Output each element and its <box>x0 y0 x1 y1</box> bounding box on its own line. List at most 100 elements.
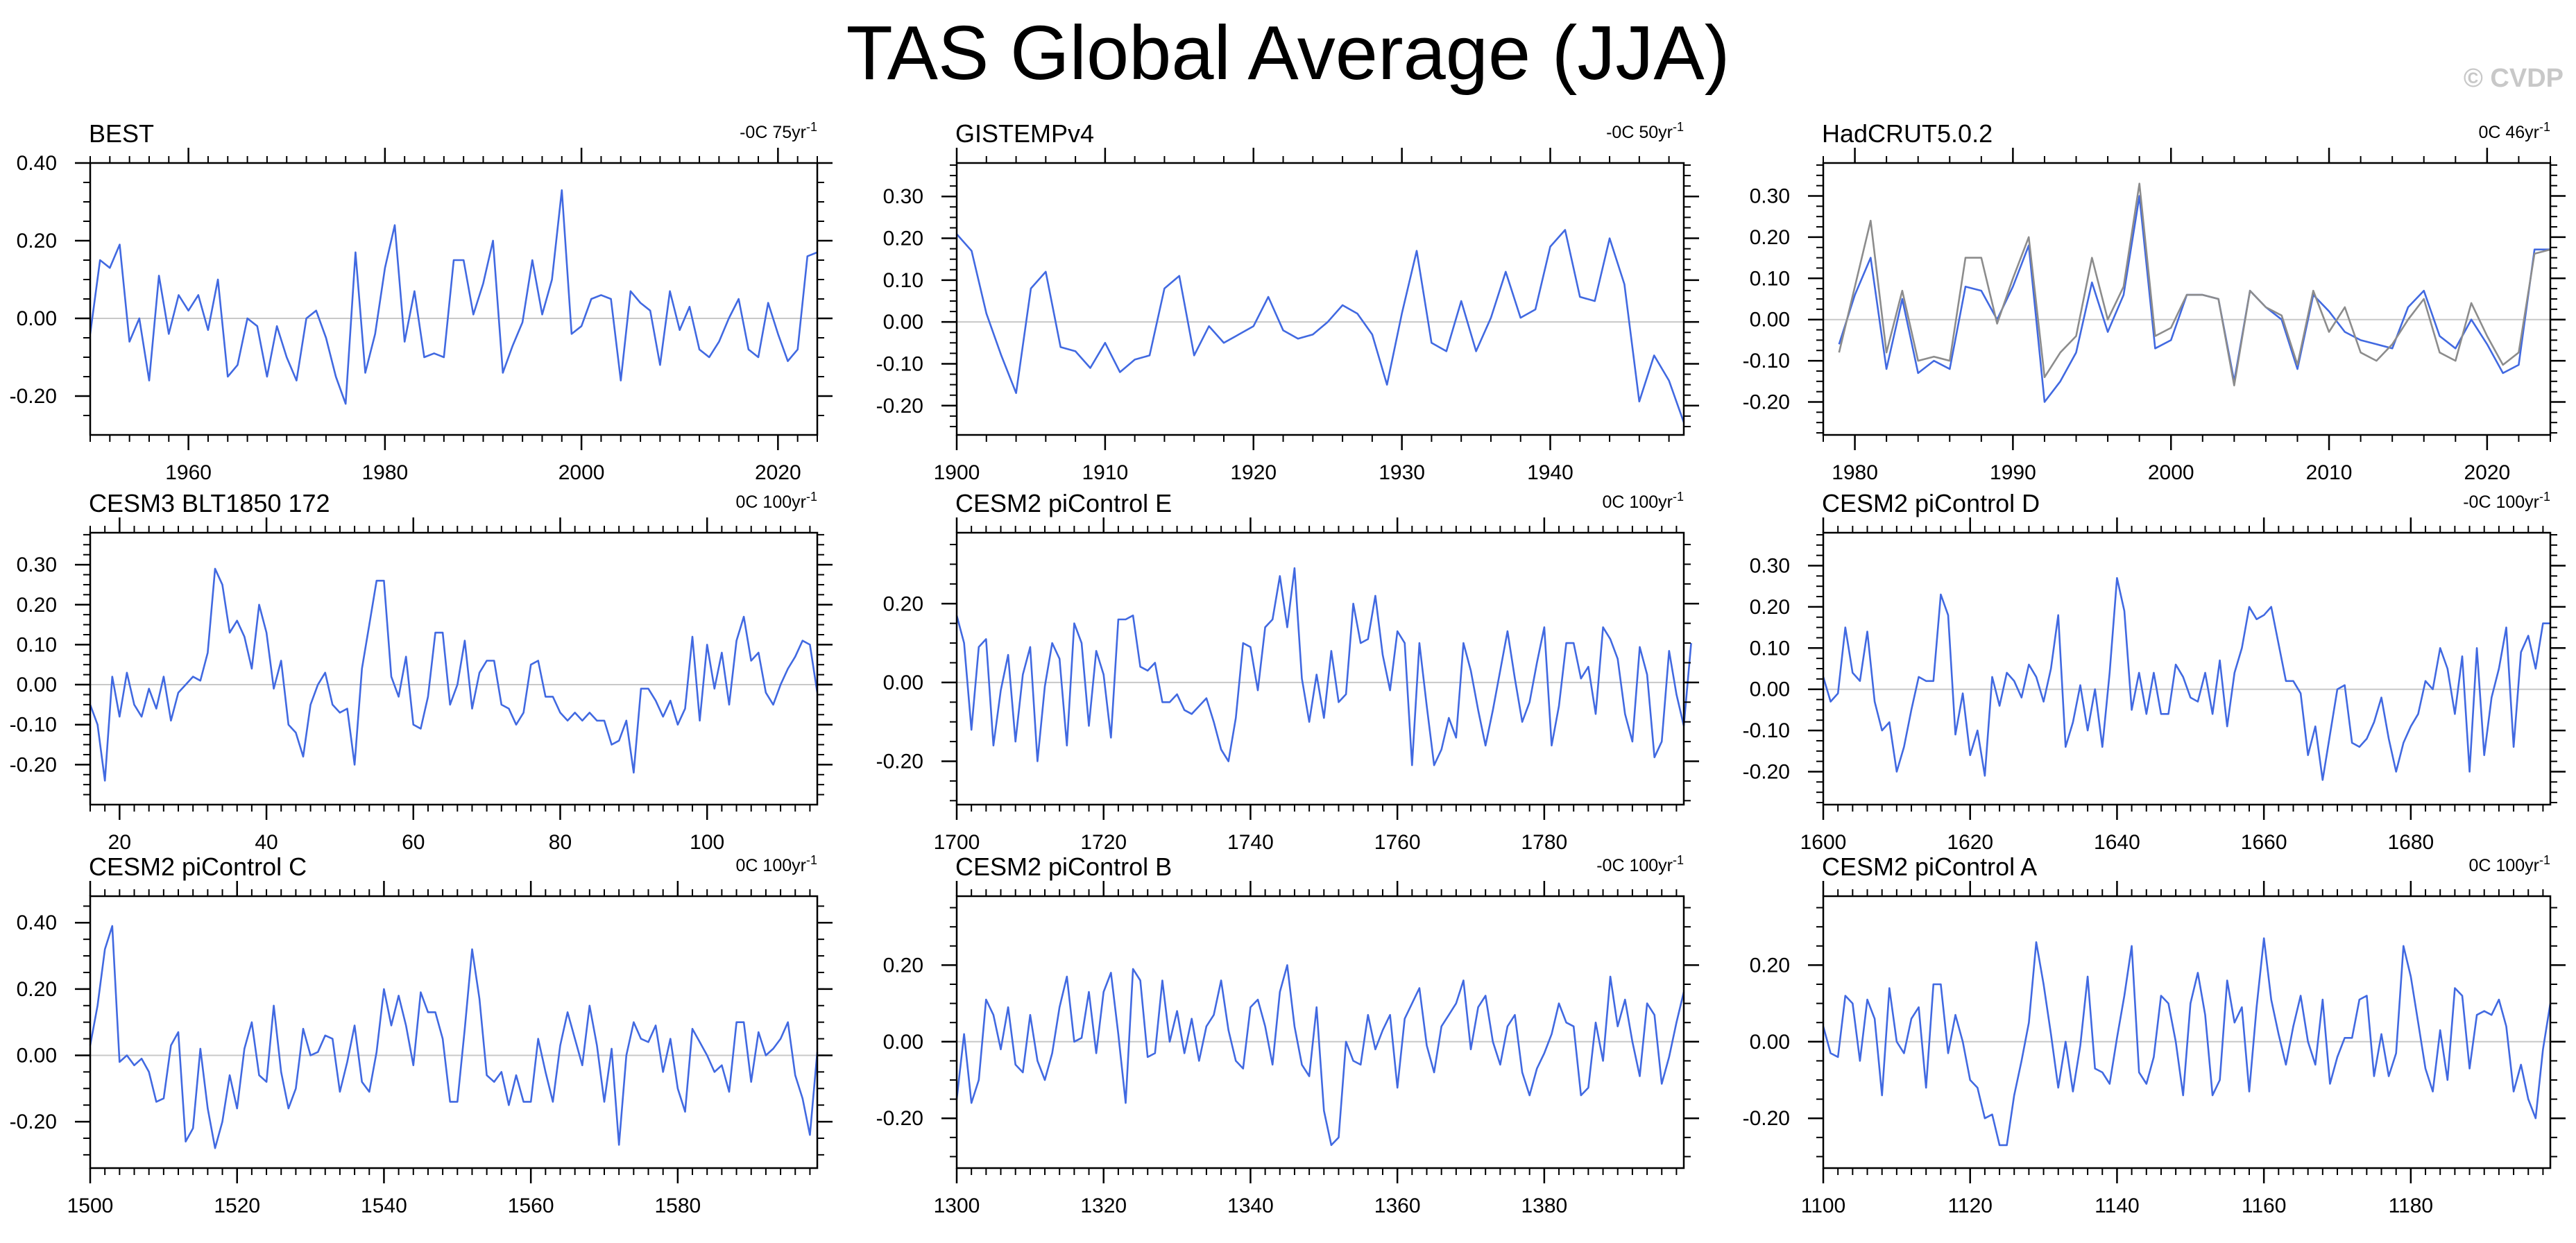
trend-label: 0C 100yr-1 <box>2469 853 2550 875</box>
x-tick-label: 80 <box>549 831 572 854</box>
y-tick-label: -0.10 <box>10 714 57 737</box>
y-tick-label: 0.20 <box>17 230 57 252</box>
x-tick-label: 1520 <box>214 1194 260 1217</box>
trend-label: -0C 100yr-1 <box>2463 490 2550 512</box>
plot-frame <box>1822 162 2552 436</box>
y-tick-label: -0.20 <box>10 385 57 408</box>
y-tick-label: -0.20 <box>10 1111 57 1133</box>
x-tick-label: 1540 <box>361 1194 407 1217</box>
copyright-watermark: © CVDP <box>2463 64 2564 93</box>
x-tick-label: 1100 <box>1801 1194 1846 1217</box>
page-title: TAS Global Average (JJA) <box>846 10 1730 96</box>
x-tick-label: 1660 <box>2241 831 2287 854</box>
chart-panel: 1980 1990 2000 2010 2020 -0.20 -0.10 0.00 0.10 0.… <box>1743 119 2566 484</box>
x-tick-label: 1340 <box>1227 1194 1274 1217</box>
x-tick-label: 1700 <box>934 831 980 854</box>
y-tick-label: 0.30 <box>1750 185 1790 208</box>
x-tick-label: 1990 <box>1990 461 2036 484</box>
x-tick-label: 1320 <box>1080 1194 1127 1217</box>
chart-title: CESM2 piControl B <box>955 852 1172 881</box>
y-tick-label: 0.20 <box>1750 226 1790 249</box>
trend-value: -0C 75yr <box>740 123 806 142</box>
y-tick-label: 0.00 <box>883 671 923 694</box>
y-tick-label: 0.30 <box>1750 555 1790 578</box>
series-line <box>956 229 1685 423</box>
trend-unit: -1 <box>806 853 817 867</box>
plot-frame <box>955 162 1685 436</box>
series-line <box>1822 937 2552 1147</box>
series-line <box>955 964 1685 1147</box>
x-tick-label: 2010 <box>2306 461 2353 484</box>
y-tick-label: 0.10 <box>1750 267 1790 290</box>
x-tick-label: 1600 <box>1800 831 1847 854</box>
x-tick-label: 1940 <box>1527 461 1573 484</box>
trend-unit: -1 <box>1673 853 1684 867</box>
x-tick-label: 1140 <box>2095 1194 2140 1217</box>
x-tick-label: 1560 <box>508 1194 554 1217</box>
y-tick-label: 0.00 <box>1750 678 1790 701</box>
chart-title: CESM2 piControl C <box>89 852 307 881</box>
y-tick-label: 0.30 <box>883 185 923 208</box>
x-tick-label: 1300 <box>934 1194 980 1217</box>
chart-panel: 1500 1520 1540 1560 1580 -0.20 0.00 0.20 0.40 CES… <box>10 852 833 1217</box>
trend-label: 0C 100yr-1 <box>736 490 817 512</box>
x-tick-label: 1680 <box>2387 831 2434 854</box>
x-tick-label: 2020 <box>2464 461 2510 484</box>
trend-unit: -1 <box>2539 853 2550 867</box>
trend-unit: -1 <box>1673 490 1684 504</box>
trend-value: 0C 46yr <box>2478 123 2539 142</box>
x-tick-label: 1380 <box>1521 1194 1567 1217</box>
chart-title: CESM3 BLT1850 172 <box>89 489 330 517</box>
chart-title: GISTEMPv4 <box>955 119 1094 148</box>
y-tick-label: -0.20 <box>1743 1107 1790 1130</box>
x-tick-label: 40 <box>255 831 278 854</box>
series-line <box>955 567 1692 766</box>
y-tick-label: -0.10 <box>1743 350 1790 372</box>
series-line <box>1838 182 2551 387</box>
y-tick-label: 0.20 <box>17 978 57 1001</box>
y-tick-label: 0.30 <box>17 554 57 576</box>
series-line <box>89 567 819 782</box>
trend-value: -0C 50yr <box>1606 123 1673 142</box>
trend-label: -0C 75yr-1 <box>740 120 817 142</box>
x-tick-label: 60 <box>402 831 425 854</box>
y-tick-label: 0.00 <box>17 1044 57 1067</box>
x-tick-label: 1900 <box>934 461 980 484</box>
x-tick-label: 1930 <box>1379 461 1425 484</box>
y-tick-label: 0.20 <box>1750 596 1790 619</box>
y-tick-label: 0.10 <box>883 269 923 292</box>
trend-value: 0C 100yr <box>736 492 806 512</box>
y-tick-label: 0.00 <box>1750 309 1790 332</box>
y-tick-label: 0.20 <box>1750 954 1790 977</box>
trend-label: 0C 100yr-1 <box>1603 490 1684 512</box>
y-tick-label: 0.20 <box>17 594 57 617</box>
x-tick-label: 1360 <box>1374 1194 1421 1217</box>
y-tick-label: 0.00 <box>17 674 57 696</box>
trend-label: -0C 100yr-1 <box>1596 853 1684 875</box>
trend-label: -0C 50yr-1 <box>1606 120 1684 142</box>
y-tick-label: 0.20 <box>883 592 923 615</box>
y-tick-label: -0.20 <box>1743 760 1790 783</box>
x-tick-label: 1980 <box>1832 461 1878 484</box>
trend-label: 0C 46yr-1 <box>2478 120 2550 142</box>
y-tick-label: 0.20 <box>883 954 923 977</box>
plot-frame <box>1822 895 2552 1169</box>
plot-frame <box>955 531 1685 806</box>
y-tick-label: -0.20 <box>876 395 923 418</box>
chart-title: BEST <box>89 119 154 148</box>
y-tick-label: 0.40 <box>17 152 57 175</box>
x-tick-label: 20 <box>108 831 131 854</box>
y-tick-label: -0.20 <box>10 753 57 776</box>
trend-value: 0C 100yr <box>2469 856 2539 875</box>
x-tick-label: 2020 <box>755 461 801 484</box>
x-tick-label: 1500 <box>67 1194 114 1217</box>
chart-title: CESM2 piControl D <box>1822 489 2040 517</box>
chart-panel: 1600 1620 1640 1660 1680 -0.20 -0.10 0.00 0.10 0.… <box>1743 489 2566 854</box>
x-tick-label: 1780 <box>1521 831 1567 854</box>
x-tick-label: 1760 <box>1374 831 1421 854</box>
x-tick-label: 2000 <box>2148 461 2194 484</box>
series-line <box>1822 576 2550 781</box>
x-tick-label: 1980 <box>361 461 408 484</box>
y-tick-label: -0.10 <box>1743 719 1790 742</box>
